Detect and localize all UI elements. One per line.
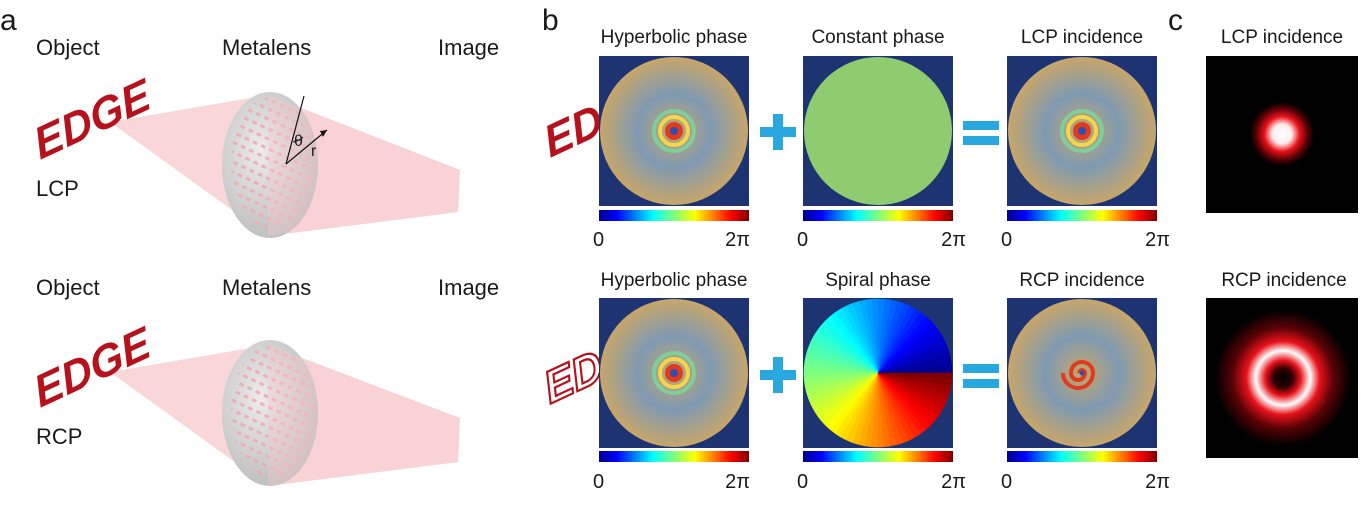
colorbar-min-label: 0 — [797, 471, 808, 493]
colorbar — [1007, 210, 1157, 221]
hyperbolic-phase-map — [599, 56, 749, 206]
theta-r-annotation: θ r — [285, 95, 328, 165]
plus-operator — [760, 357, 796, 393]
panel-a-row-lcp: Object Metalens Image EDGE θ r EDGE LCP — [29, 35, 667, 238]
metalens-label: Metalens — [222, 35, 311, 60]
panel-a-letter: a — [0, 4, 17, 37]
panel-b: b Hyperbolic phase Constant phase LCP in… — [542, 4, 1170, 493]
spiral-phase-sector — [877, 372, 953, 380]
panel-a: a Object Metalens Image EDGE θ r EDGE LC… — [0, 4, 668, 486]
image-label: Image — [438, 35, 499, 60]
object-text: EDGE — [29, 317, 158, 417]
colorbar-max-label: 2π — [941, 471, 966, 493]
beam-cone-output — [268, 95, 460, 236]
lcp-focal-spot — [1250, 102, 1314, 166]
image-label: Image — [438, 275, 499, 300]
hyperbolic-phase-title: Hyperbolic phase — [601, 27, 748, 48]
panel-c: c LCP incidence RCP incidence — [1168, 4, 1358, 458]
constant-phase-map — [803, 56, 953, 206]
hyperbolic-phase-title: Hyperbolic phase — [601, 270, 748, 291]
colorbar — [599, 210, 749, 221]
colorbar-min-label: 0 — [1001, 229, 1012, 251]
colorbar — [803, 451, 953, 462]
spiral-phase-map — [803, 298, 953, 448]
equals-operator — [963, 364, 999, 388]
equals-operator — [963, 121, 999, 145]
colorbar-max-label: 2π — [941, 229, 966, 251]
colorbar-min-label: 0 — [797, 229, 808, 251]
colorbar-max-label: 2π — [1145, 471, 1170, 493]
rcp-incidence-map — [1007, 298, 1157, 448]
lcp-incidence-title: LCP incidence — [1221, 27, 1343, 48]
rcp-incidence-title: RCP incidence — [1019, 270, 1144, 291]
colorbar-min-label: 0 — [1001, 471, 1012, 493]
object-label: Object — [36, 275, 100, 300]
theta-symbol: θ — [294, 133, 303, 150]
polarization-label: RCP — [36, 424, 82, 449]
r-symbol: r — [311, 143, 317, 160]
constant-phase-title: Constant phase — [811, 27, 944, 48]
lcp-incidence-map — [1007, 56, 1157, 206]
colorbar — [803, 210, 953, 221]
colorbar-max-label: 2π — [1145, 229, 1170, 251]
metalens-nanopillars — [231, 345, 313, 477]
colorbar — [599, 451, 749, 462]
panel-a-row-rcp: Object Metalens Image EDGE EDGE RCP — [29, 275, 668, 486]
colorbar-min-label: 0 — [593, 229, 604, 251]
lcp-incidence-title: LCP incidence — [1021, 27, 1143, 48]
colorbar-min-label: 0 — [593, 471, 604, 493]
beam-cone-output — [268, 345, 460, 486]
plus-operator — [760, 114, 796, 150]
object-text: EDGE — [29, 69, 158, 169]
polarization-label: LCP — [36, 176, 79, 201]
rcp-donut-beam — [1215, 310, 1351, 446]
colorbar-max-label: 2π — [725, 471, 750, 493]
rcp-incidence-title: RCP incidence — [1221, 270, 1346, 291]
panel-c-letter: c — [1168, 4, 1183, 37]
colorbar-max-label: 2π — [725, 229, 750, 251]
metalens-nanopillars — [231, 97, 313, 229]
object-label: Object — [36, 35, 100, 60]
hyperbolic-phase-map — [599, 298, 749, 448]
metalens-label: Metalens — [222, 275, 311, 300]
panel-b-letter: b — [542, 4, 559, 37]
spiral-phase-title: Spiral phase — [825, 270, 931, 291]
colorbar — [1007, 451, 1157, 462]
